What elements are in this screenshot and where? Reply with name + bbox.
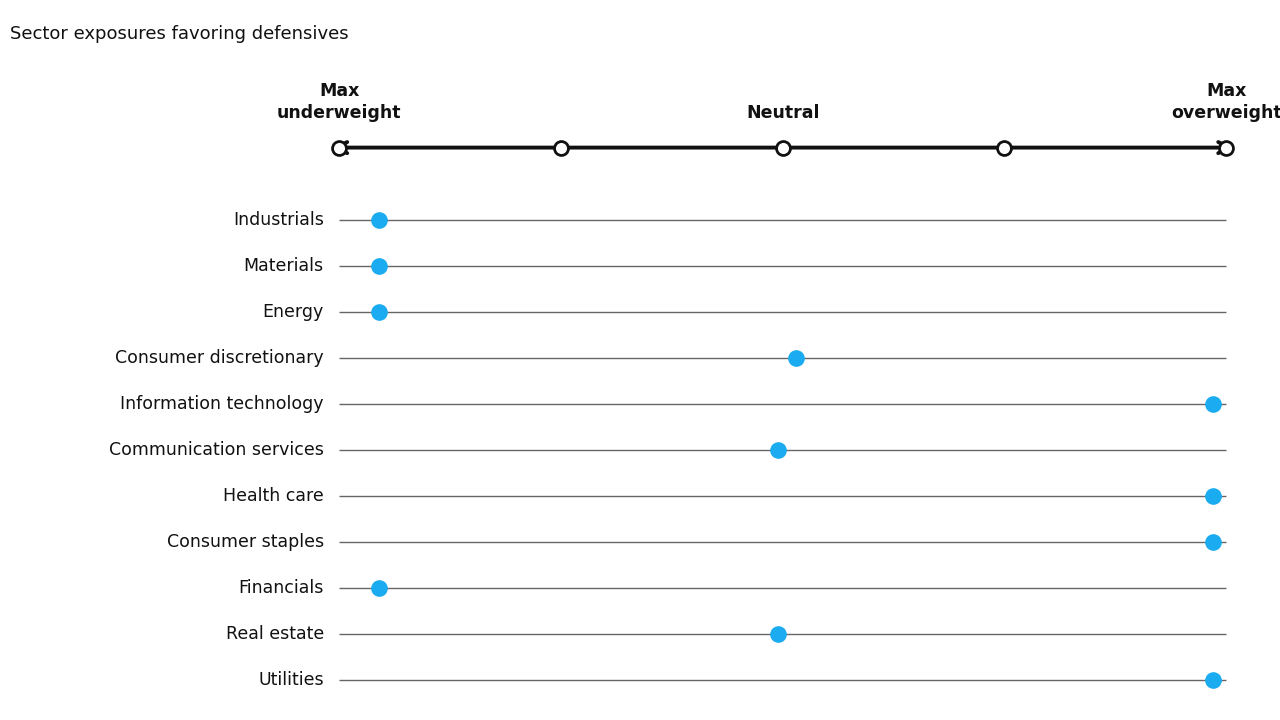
Text: Max
underweight: Max underweight [276,82,402,122]
Text: Financials: Financials [238,579,324,597]
Text: Industrials: Industrials [233,210,324,229]
Text: Information technology: Information technology [120,395,324,413]
Text: Materials: Materials [243,257,324,274]
Text: Neutral: Neutral [746,104,819,122]
Text: Communication services: Communication services [109,441,324,459]
Text: Max
overweight: Max overweight [1171,82,1280,122]
Text: Consumer staples: Consumer staples [166,533,324,552]
Text: Health care: Health care [223,487,324,505]
Text: Consumer discretionary: Consumer discretionary [115,348,324,366]
Text: Energy: Energy [262,303,324,321]
Text: Utilities: Utilities [259,671,324,690]
Text: Sector exposures favoring defensives: Sector exposures favoring defensives [10,25,349,43]
Text: Real estate: Real estate [225,625,324,643]
